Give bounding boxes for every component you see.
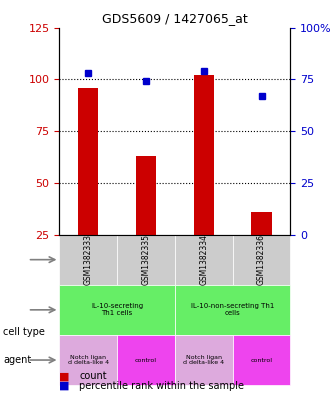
Bar [78,88,98,235]
Bar [251,212,272,235]
Text: GSM1382334: GSM1382334 [199,234,208,285]
Text: Notch ligan
d delta-like 4: Notch ligan d delta-like 4 [68,354,109,365]
Text: GSM1382333: GSM1382333 [84,234,93,285]
FancyBboxPatch shape [117,335,175,385]
Text: count: count [79,371,107,381]
FancyBboxPatch shape [175,235,233,285]
Text: control: control [135,358,157,363]
Text: cell type: cell type [3,327,45,337]
FancyBboxPatch shape [233,235,290,285]
FancyBboxPatch shape [59,285,175,335]
Text: GSM1382336: GSM1382336 [257,234,266,285]
Text: Notch ligan
d delta-like 4: Notch ligan d delta-like 4 [183,354,224,365]
Bar [194,75,214,235]
Text: GSM1382335: GSM1382335 [142,234,150,285]
Text: ■: ■ [59,371,70,381]
FancyBboxPatch shape [59,235,117,285]
Text: percentile rank within the sample: percentile rank within the sample [79,381,244,391]
FancyBboxPatch shape [59,335,117,385]
FancyBboxPatch shape [233,335,290,385]
Text: IL-10-non-secreting Th1
cells: IL-10-non-secreting Th1 cells [191,303,274,316]
FancyBboxPatch shape [117,235,175,285]
Bar [136,156,156,235]
FancyBboxPatch shape [175,335,233,385]
FancyBboxPatch shape [175,285,290,335]
Text: control: control [250,358,273,363]
Text: ■: ■ [59,381,70,391]
Text: agent: agent [3,354,32,365]
Text: IL-10-secreting
Th1 cells: IL-10-secreting Th1 cells [91,303,143,316]
Title: GDS5609 / 1427065_at: GDS5609 / 1427065_at [102,12,248,25]
